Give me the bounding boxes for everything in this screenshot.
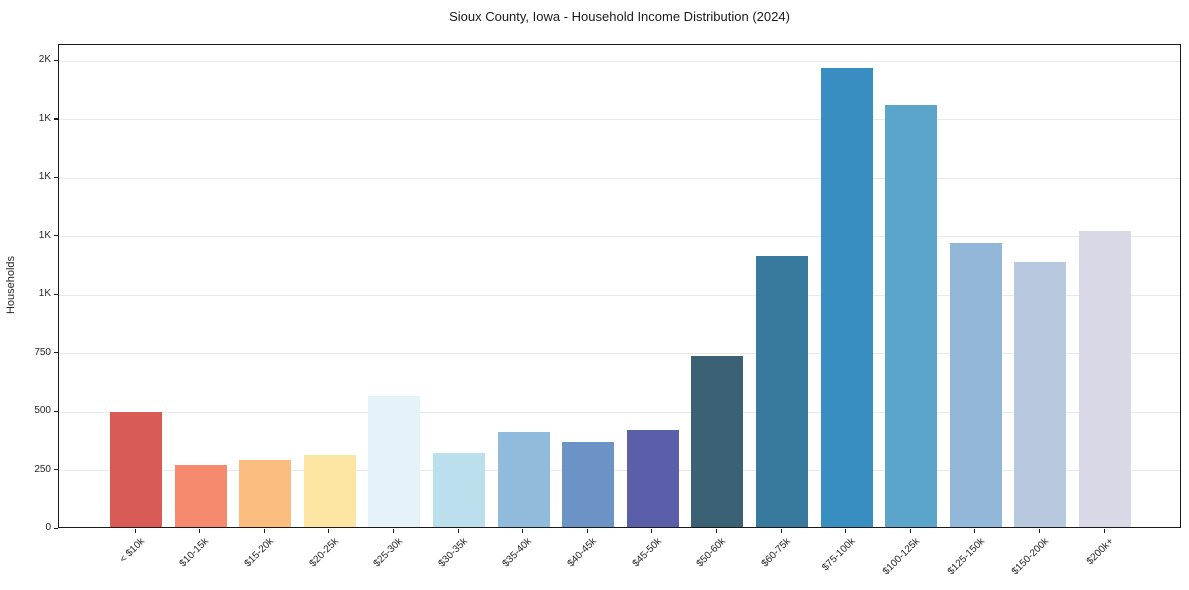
x-tick-label: $25-30k	[371, 536, 406, 570]
x-tick-mark	[328, 529, 330, 533]
bar-$40-45k	[562, 441, 615, 527]
x-tick-label: $60-75k	[759, 536, 793, 570]
y-tick-mark	[54, 527, 58, 529]
y-tick-mark	[54, 293, 58, 295]
bar-$200k+	[1079, 231, 1131, 527]
y-axis-label: Households	[5, 255, 17, 315]
plot-area	[58, 44, 1181, 528]
bar-$20-25k	[303, 454, 356, 527]
y-tick-label: 1K	[38, 229, 51, 241]
bar-$30-35k	[433, 453, 485, 527]
x-tick-mark	[457, 529, 459, 533]
y-tick-label: 1K	[38, 171, 51, 183]
bar-$100-125k	[885, 104, 938, 527]
gridline	[59, 294, 1180, 296]
x-tick-label: $150-200k	[1009, 536, 1052, 578]
gridline	[59, 236, 1180, 238]
x-tick-mark	[780, 529, 782, 533]
x-tick-label: $35-40k	[501, 536, 535, 570]
y-tick-label: 1K	[38, 112, 51, 124]
x-tick-mark	[522, 529, 524, 533]
bar-$10-15k	[174, 465, 227, 527]
x-tick-mark	[134, 529, 136, 533]
x-tick-mark	[651, 529, 653, 533]
x-tick-label: $200k+	[1084, 536, 1116, 568]
x-tick-mark	[715, 529, 718, 533]
x-tick-mark	[392, 529, 395, 533]
y-tick-mark	[54, 176, 58, 178]
y-tick-mark	[54, 235, 58, 237]
y-tick-mark	[54, 352, 58, 354]
bar-$25-30k	[368, 396, 421, 527]
bar-$15-20k	[239, 460, 292, 527]
x-tick-label: $45-50k	[630, 536, 664, 570]
bar-$150-200k	[1014, 261, 1067, 527]
chart-title: Sioux County, Iowa - Household Income Di…	[449, 9, 790, 24]
x-tick-mark	[199, 529, 201, 533]
y-tick-label: 750	[34, 346, 51, 358]
x-tick-label: $50-60k	[694, 536, 729, 570]
x-tick-label: $30-35k	[436, 536, 470, 570]
gridline	[59, 119, 1180, 121]
x-tick-label: $125-150k	[945, 536, 987, 578]
gridline	[59, 470, 1180, 472]
y-tick-label: 500	[34, 405, 51, 417]
x-tick-label: $10-15k	[178, 536, 212, 570]
y-tick-label: 2K	[38, 54, 51, 66]
gridline	[59, 411, 1180, 413]
x-tick-mark	[1103, 529, 1105, 533]
x-tick-label: $75-100k	[820, 536, 858, 574]
bar-$50-60k	[691, 356, 744, 527]
y-tick-mark	[54, 118, 58, 120]
gridline	[59, 177, 1180, 179]
bar-$35-40k	[497, 432, 550, 527]
bar-$75-100k	[820, 67, 873, 527]
y-tick-label: 0	[45, 522, 51, 533]
bar-$45-50k	[626, 429, 679, 527]
gridline	[59, 60, 1180, 62]
y-tick-mark	[54, 469, 58, 471]
x-tick-mark	[1038, 529, 1041, 533]
y-tick-label: 250	[34, 463, 51, 475]
x-tick-label: < $10k	[117, 536, 147, 566]
x-tick-label: $20-25k	[307, 536, 341, 570]
y-tick-mark	[54, 59, 58, 62]
x-tick-mark	[845, 529, 847, 533]
bar-< $10k	[110, 412, 162, 527]
gridline	[59, 353, 1180, 355]
x-tick-label: $15-20k	[242, 536, 276, 570]
x-tick-mark	[974, 529, 976, 533]
bar-$125-150k	[949, 242, 1002, 527]
x-tick-mark	[909, 529, 911, 533]
x-tick-mark	[586, 529, 588, 533]
x-tick-label: $100-125k	[880, 536, 922, 578]
x-tick-mark	[263, 529, 265, 533]
y-tick-label: 1K	[38, 288, 51, 300]
y-tick-mark	[54, 410, 58, 412]
bar-$60-75k	[756, 255, 808, 527]
x-tick-label: $40-45k	[565, 536, 599, 570]
